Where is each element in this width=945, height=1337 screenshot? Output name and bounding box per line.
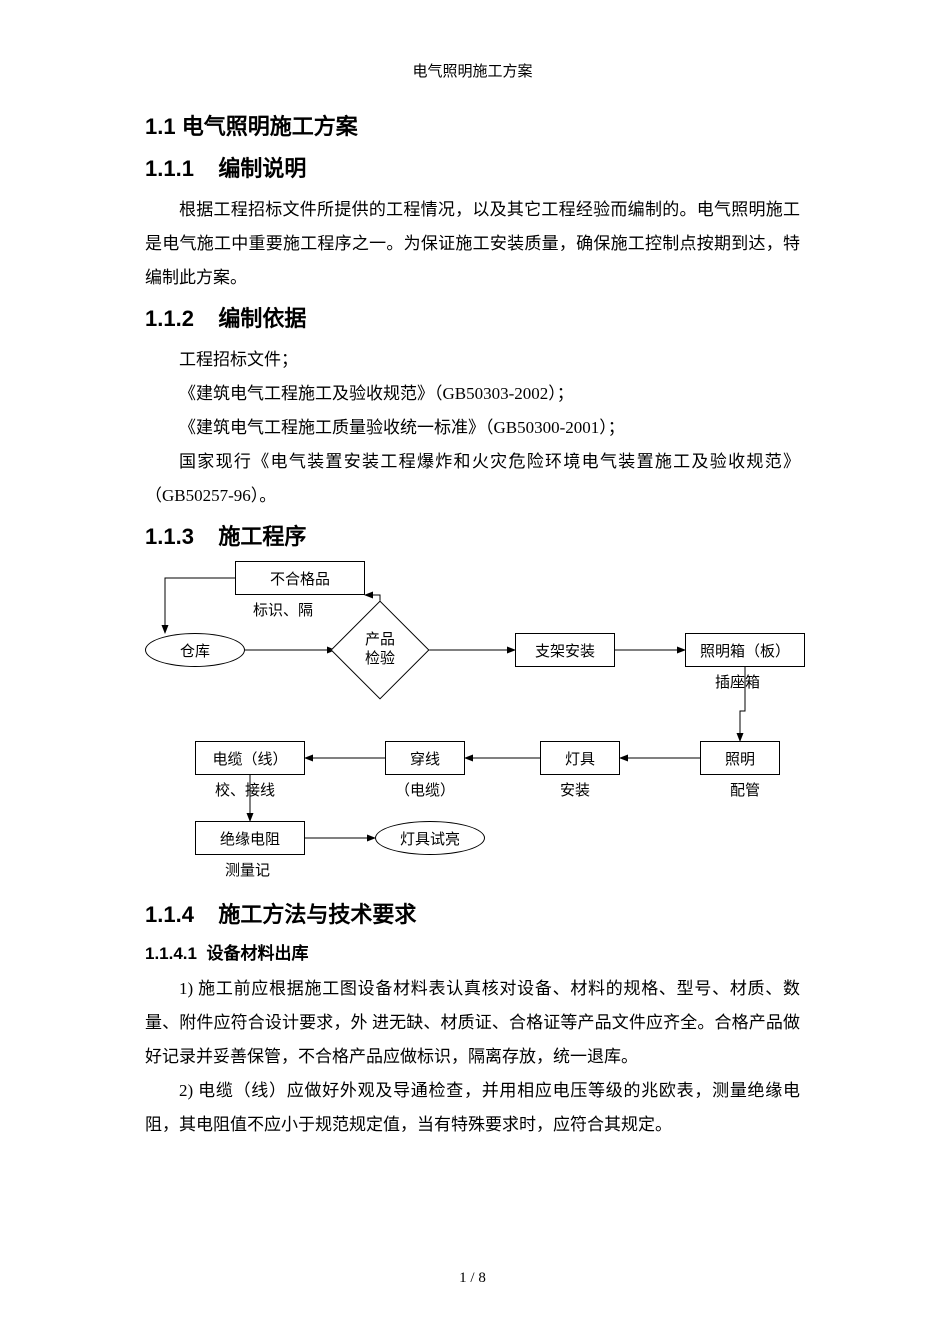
document-header: 电气照明施工方案 [145,60,800,81]
ref-line-3: 《建筑电气工程施工质量验收统一标准》（GB50300-2001）； [145,411,800,445]
heading-num: 1.1.3 [145,524,194,549]
node-inspect: 产品 检验 [345,615,415,685]
node-label: 仓库 [180,640,210,661]
node-label: 不合格品 [270,568,330,589]
node-warehouse: 仓库 [145,633,245,667]
node-label: 灯具试亮 [400,828,460,849]
node-test: 灯具试亮 [375,821,485,855]
label-socket: 插座箱 [715,671,760,692]
heading-1-1-4-1: 1.1.4.1 设备材料出库 [145,939,800,964]
node-label: 电缆（线） [212,748,287,769]
node-insul: 绝缘电阻 [195,821,305,855]
heading-title: 电气照明施工方案 [182,114,358,139]
paragraph-s11-1: 根据工程招标文件所提供的工程情况，以及其它工程经验而编制的。电气照明施工是电气施… [145,193,800,295]
node-label: 产品 检验 [345,615,415,685]
label-pipe: 配管 [730,779,760,800]
heading-num: 1.1.4 [145,902,194,927]
paragraph-s141-1: 1) 施工前应根据施工图设备材料表认真核对设备、材料的规格、型号、材质、数量、附… [145,972,800,1074]
node-lamp: 灯具 [540,741,620,775]
node-label: 照明 [725,748,755,769]
paragraph-s141-2: 2) 电缆（线）应做好外观及导通检查，并用相应电压等级的兆欧表，测量绝缘电阻，其… [145,1074,800,1142]
node-panel: 照明箱（板） [685,633,805,667]
ref-line-1: 工程招标文件； [145,343,800,377]
node-label: 灯具 [565,748,595,769]
heading-title: 施工程序 [218,524,306,549]
heading-title: 施工方法与技术要求 [218,902,416,927]
node-lighting: 照明 [700,741,780,775]
node-label: 照明箱（板） [700,640,790,661]
heading-num: 1.1.1 [145,156,194,181]
heading-1-1-3: 1.1.3 施工程序 [145,519,800,551]
heading-title: 编制说明 [218,156,306,181]
heading-1-1: 1.1 电气照明施工方案 [145,109,800,141]
ref-line-4: 国家现行《电气装置安装工程爆炸和火灾危险环境电气装置施工及验收规范》（GB502… [145,445,800,513]
heading-title: 设备材料出库 [206,944,308,963]
heading-num: 1.1.4.1 [145,944,197,963]
ref-line-2: 《建筑电气工程施工及验收规范》（GB50303-2002）； [145,377,800,411]
heading-1-1-1: 1.1.1 编制说明 [145,151,800,183]
heading-1-1-4: 1.1.4 施工方法与技术要求 [145,897,800,929]
node-bracket: 支架安装 [515,633,615,667]
heading-num: 1.1.2 [145,306,194,331]
node-cable: 电缆（线） [195,741,305,775]
label-meas: 测量记 [225,859,270,880]
node-label: 绝缘电阻 [220,828,280,849]
flowchart: 不合格品 标识、隔 仓库 产品 检验 支架安装 照明箱（板） 插座箱 电缆（线）… [145,561,805,891]
node-label: 支架安装 [535,640,595,661]
node-reject: 不合格品 [235,561,365,595]
page-footer: 1 / 8 [0,1270,945,1287]
label-mark: 标识、隔 [253,599,313,620]
node-thread: 穿线 [385,741,465,775]
heading-1-1-2: 1.1.2 编制依据 [145,301,800,333]
node-label: 穿线 [410,748,440,769]
heading-num: 1.1 [145,114,176,139]
label-wire: 校、接线 [215,779,275,800]
label-cable2: （电缆） [395,779,455,800]
label-install: 安装 [560,779,590,800]
heading-title: 编制依据 [218,306,306,331]
page-content: 电气照明施工方案 1.1 电气照明施工方案 1.1.1 编制说明 根据工程招标文… [0,0,945,1182]
